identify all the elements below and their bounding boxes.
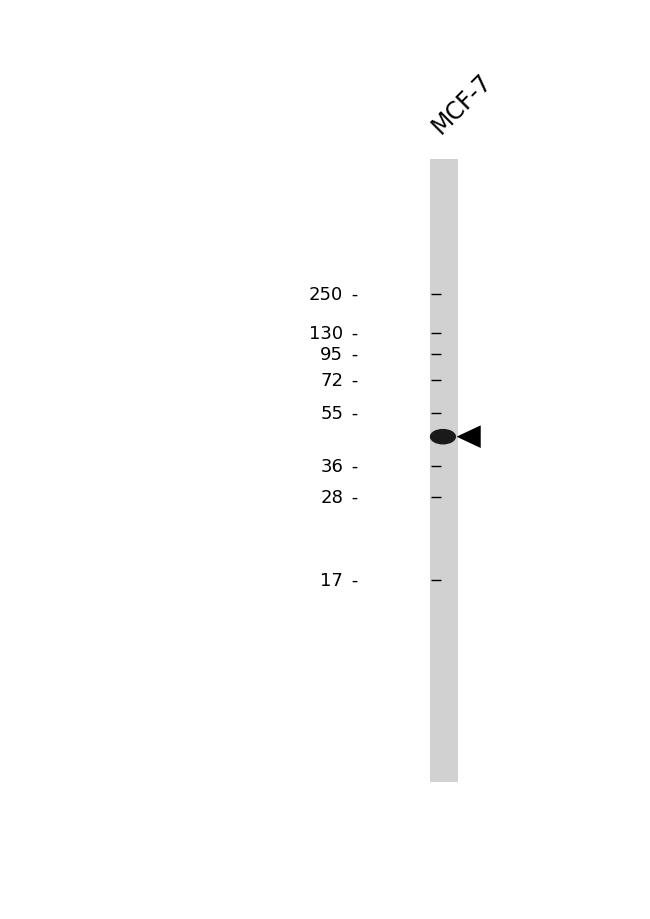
Text: -: -: [346, 346, 358, 363]
Text: 36: 36: [320, 458, 343, 475]
Text: 17: 17: [320, 572, 343, 590]
Bar: [430, 160, 458, 783]
Text: MCF-7: MCF-7: [427, 69, 497, 139]
Text: 250: 250: [309, 285, 343, 303]
Text: -: -: [346, 371, 358, 390]
Text: -: -: [346, 458, 358, 475]
Polygon shape: [456, 425, 481, 448]
Ellipse shape: [430, 429, 456, 445]
Text: 55: 55: [320, 404, 343, 422]
Text: 72: 72: [320, 371, 343, 390]
Text: -: -: [346, 572, 358, 590]
Text: 28: 28: [320, 488, 343, 506]
Text: -: -: [346, 285, 358, 303]
Text: 130: 130: [309, 324, 343, 342]
Text: 95: 95: [320, 346, 343, 363]
Text: -: -: [346, 404, 358, 422]
Text: -: -: [346, 488, 358, 506]
Text: -: -: [346, 324, 358, 342]
